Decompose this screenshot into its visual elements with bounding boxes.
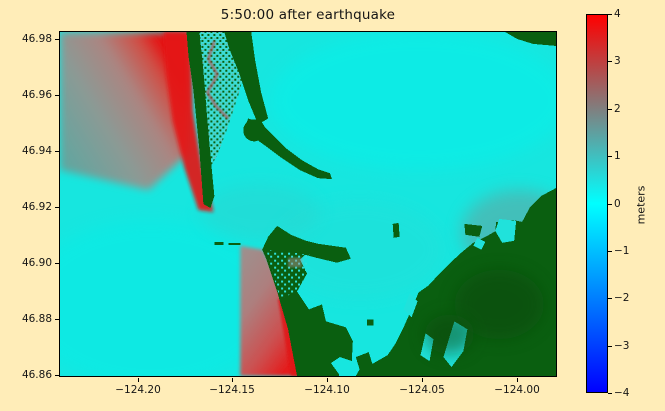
colorbar-tick-label: −4 [614, 387, 630, 399]
mainland-topo-shading [424, 269, 545, 355]
x-tick-mark [232, 378, 233, 382]
tsunami-heatmap [60, 32, 556, 376]
overwash-red-traces [205, 40, 230, 120]
y-tick-mark [55, 263, 59, 264]
colorbar-tick-mark [608, 14, 612, 15]
x-tick-label: −124.00 [494, 384, 540, 396]
x-tick-mark [422, 378, 423, 382]
x-tick-label: −124.10 [304, 384, 350, 396]
y-tick-label: 46.96 [21, 89, 52, 101]
colorbar-tick-mark [608, 346, 612, 347]
x-tick-mark [138, 378, 139, 382]
y-tick-mark [55, 207, 59, 208]
colorbar-tick-mark [608, 109, 612, 110]
y-tick-label: 46.88 [21, 313, 52, 325]
y-tick-label: 46.98 [21, 33, 52, 45]
colorbar-axis-label: meters [634, 185, 648, 225]
colorbar-tick-mark [608, 298, 612, 299]
colorbar-tick-label: −1 [614, 245, 630, 257]
y-tick-label: 46.94 [21, 145, 52, 157]
map-plot-area [59, 31, 557, 377]
x-tick-label: −124.15 [209, 384, 255, 396]
colorbar-tick-mark [608, 204, 612, 205]
colorbar-tick-label: 3 [614, 55, 621, 67]
x-tick-label: −124.05 [399, 384, 445, 396]
jetty [214, 241, 241, 245]
x-tick-mark [517, 378, 518, 382]
colorbar-tick-mark [608, 393, 612, 394]
y-tick-label: 46.86 [21, 369, 52, 381]
colorbar-tick-label: 4 [614, 8, 621, 20]
colorbar-tick-mark [608, 61, 612, 62]
northeast-shore-land [505, 32, 556, 46]
colorbar-tick-label: 2 [614, 103, 621, 115]
colorbar-tick-mark [608, 251, 612, 252]
northwest-wave-gradient [60, 32, 190, 191]
x-tick-label: −124.20 [115, 384, 161, 396]
colorbar-tick-label: −3 [614, 340, 630, 352]
colorbar-tick-label: −2 [614, 292, 630, 304]
north-barrier-spit-land [186, 32, 215, 208]
colorbar-tick-mark [608, 156, 612, 157]
peninsula-overwash-patch [288, 257, 303, 268]
x-tick-mark [327, 378, 328, 382]
y-tick-mark [55, 39, 59, 40]
plot-title: 5:50:00 after earthquake [220, 7, 396, 23]
colorbar-tick-label: 1 [614, 150, 621, 162]
hook-spit-land [244, 118, 332, 180]
y-tick-mark [55, 95, 59, 96]
colorbar-tick-label: 0 [614, 198, 621, 210]
y-tick-mark [55, 319, 59, 320]
y-tick-label: 46.92 [21, 201, 52, 213]
hook-spit-blob [243, 119, 266, 142]
y-tick-mark [55, 375, 59, 376]
y-tick-mark [55, 151, 59, 152]
y-tick-label: 46.90 [21, 257, 52, 269]
colorbar-gradient [586, 14, 608, 393]
inner-dune-band-land [224, 32, 269, 125]
